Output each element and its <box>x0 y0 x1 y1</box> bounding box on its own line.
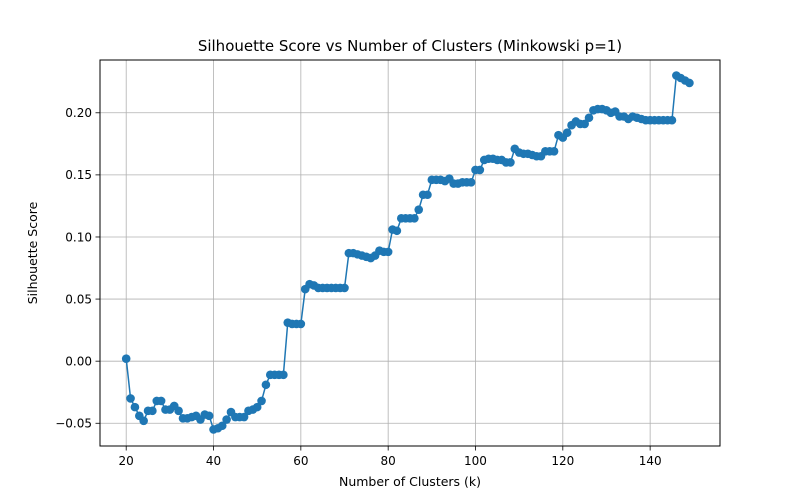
data-point <box>126 394 135 403</box>
data-point <box>148 406 157 416</box>
x-tick-label: 100 <box>464 454 487 468</box>
data-point <box>506 158 515 167</box>
plot-frame <box>99 59 721 447</box>
x-tick-label: 40 <box>206 454 221 468</box>
chart-title: Silhouette Score vs Number of Clusters (… <box>198 37 622 55</box>
data-point <box>204 411 214 421</box>
x-tick-label: 20 <box>119 454 134 468</box>
y-tick-label: 0.15 <box>65 168 92 182</box>
y-axis-label: Silhouette Score <box>25 201 40 304</box>
data-point <box>257 396 266 406</box>
data-point <box>549 146 559 156</box>
data-point <box>466 178 476 187</box>
axis-ticks: 20 40 60 80 100 120 140 −0.05 0.00 0.05 0.10 0.15 0.… <box>55 106 661 468</box>
series-line <box>125 74 690 431</box>
data-point <box>685 78 694 88</box>
data-point <box>239 412 249 422</box>
x-tick-label: 120 <box>551 454 574 468</box>
data-point <box>252 402 262 412</box>
data-point <box>222 415 231 424</box>
y-tick-label: 0.20 <box>65 106 92 120</box>
x-tick-label: 140 <box>639 454 662 468</box>
y-tick-label: 0.10 <box>65 230 92 244</box>
x-axis-label: Number of Clusters (k) <box>339 474 481 489</box>
x-tick-label: 60 <box>293 454 308 468</box>
y-tick-label: 0.00 <box>65 354 92 368</box>
y-tick-label: −0.05 <box>55 417 92 431</box>
data-point <box>130 402 140 412</box>
data-point <box>414 205 424 214</box>
data-point <box>383 247 393 257</box>
data-point <box>174 406 183 416</box>
data-point <box>139 416 148 426</box>
data-point <box>279 370 288 380</box>
y-tick-label: 0.05 <box>65 292 92 306</box>
data-point <box>121 354 131 363</box>
data-point <box>217 421 227 431</box>
data-point <box>392 226 402 236</box>
data-point <box>667 115 677 125</box>
data-point <box>562 128 572 137</box>
data-point <box>580 119 589 129</box>
series-layer <box>121 71 694 434</box>
x-tick-label: 80 <box>381 454 396 468</box>
data-point <box>584 113 594 123</box>
data-point <box>475 165 485 175</box>
data-point <box>156 396 166 406</box>
data-point <box>261 380 271 390</box>
data-point <box>296 319 306 329</box>
data-point <box>423 190 432 200</box>
data-point <box>410 214 419 223</box>
data-point <box>340 283 349 293</box>
